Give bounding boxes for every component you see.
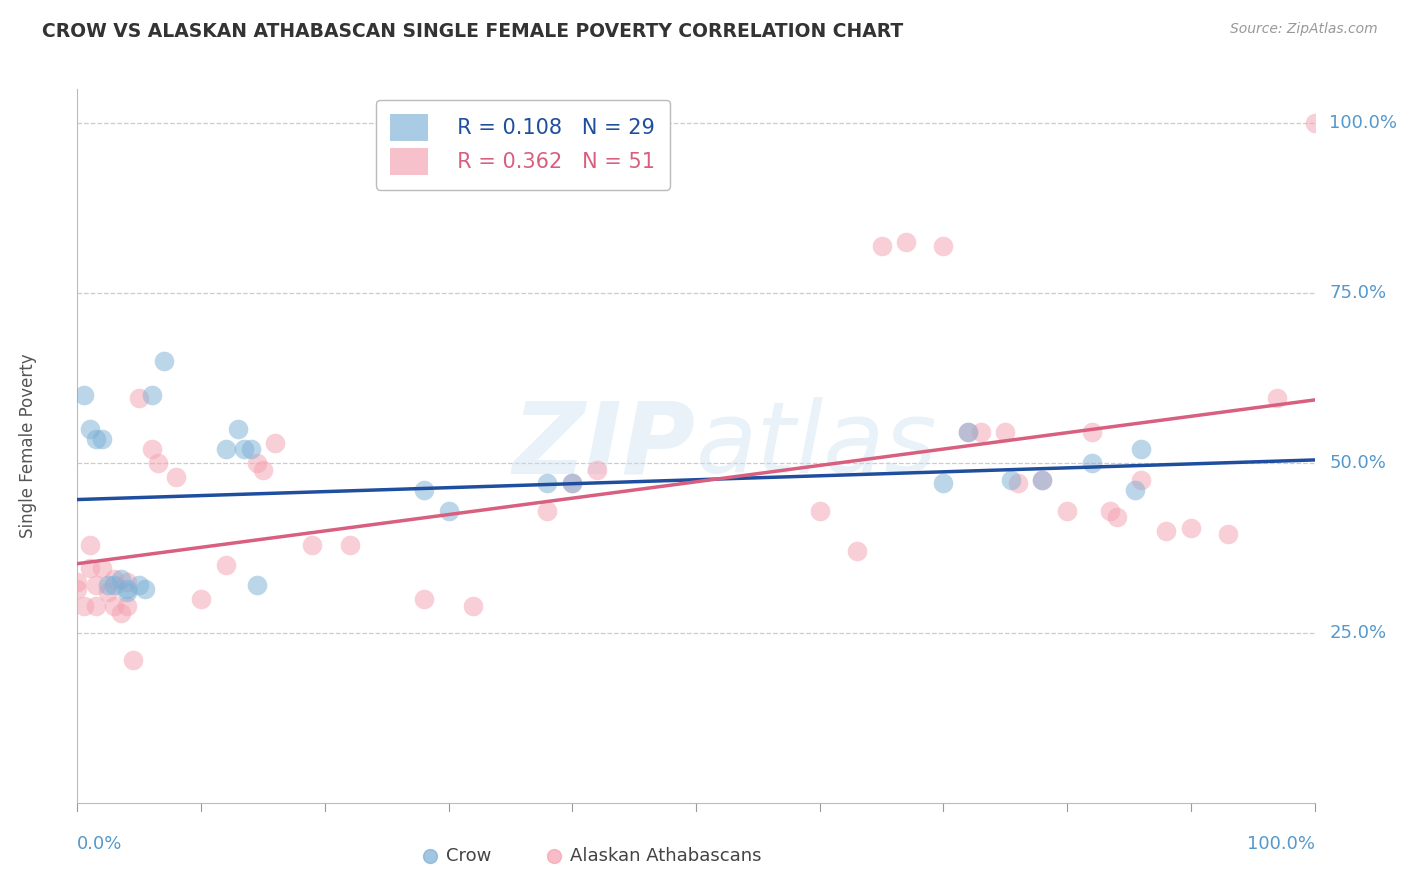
Point [1216, 527, 1239, 541]
Point [141, 442, 163, 457]
Point [1007, 476, 1029, 491]
Point [246, 578, 269, 592]
Point [215, 558, 238, 572]
Point [115, 585, 138, 599]
Point [808, 503, 831, 517]
Point [134, 582, 156, 596]
Point [128, 578, 150, 592]
Point [1000, 473, 1022, 487]
Point [264, 435, 287, 450]
Point [561, 476, 583, 491]
Point [1099, 503, 1122, 517]
Point [536, 476, 558, 491]
Point [115, 599, 138, 613]
Point [1180, 520, 1202, 534]
Text: Crow: Crow [446, 847, 492, 865]
Point [1130, 442, 1153, 457]
Point [110, 606, 132, 620]
Point [1130, 473, 1153, 487]
Legend:   R = 0.108   N = 29,   R = 0.362   N = 51: R = 0.108 N = 29, R = 0.362 N = 51 [375, 100, 669, 190]
Point [103, 599, 125, 613]
Point [1031, 473, 1053, 487]
Point [190, 591, 212, 606]
Point [91, 561, 114, 575]
Text: 0.0%: 0.0% [77, 835, 122, 853]
Point [226, 422, 249, 436]
Point [932, 476, 955, 491]
Point [339, 537, 361, 551]
Point [79, 422, 101, 436]
Point [1081, 456, 1104, 470]
Text: atlas: atlas [696, 398, 938, 494]
Point [84, 432, 107, 446]
Point [463, 599, 485, 613]
Point [1154, 524, 1177, 538]
Point [412, 483, 434, 498]
Point [146, 456, 169, 470]
Point [246, 456, 269, 470]
Point [233, 442, 256, 457]
Text: 50.0%: 50.0% [1330, 454, 1386, 472]
Point [932, 238, 955, 252]
Point [165, 469, 187, 483]
Point [412, 591, 434, 606]
Point [153, 354, 176, 368]
Point [896, 235, 918, 249]
Point [957, 425, 980, 440]
Point [72, 388, 94, 402]
Text: Single Female Poverty: Single Female Poverty [18, 354, 37, 538]
Text: CROW VS ALASKAN ATHABASCAN SINGLE FEMALE POVERTY CORRELATION CHART: CROW VS ALASKAN ATHABASCAN SINGLE FEMALE… [42, 22, 904, 41]
Point [103, 572, 125, 586]
Point [252, 463, 274, 477]
Text: ZIP: ZIP [513, 398, 696, 494]
Point [1081, 425, 1104, 440]
Point [103, 578, 125, 592]
Point [561, 476, 583, 491]
Point [97, 585, 120, 599]
Point [994, 425, 1017, 440]
Point [543, 847, 565, 861]
Point [84, 578, 107, 592]
Point [969, 425, 991, 440]
Point [1031, 473, 1053, 487]
Point [1303, 116, 1326, 130]
Point [536, 503, 558, 517]
Point [66, 574, 89, 589]
Text: 100.0%: 100.0% [1330, 114, 1398, 132]
Point [239, 442, 262, 457]
Text: Alaskan Athabascans: Alaskan Athabascans [569, 847, 761, 865]
Point [419, 847, 441, 861]
Point [66, 582, 89, 596]
Point [845, 544, 868, 558]
Point [1267, 392, 1289, 406]
Point [957, 425, 980, 440]
Text: 100.0%: 100.0% [1247, 835, 1315, 853]
Point [115, 582, 138, 596]
Point [91, 432, 114, 446]
Point [870, 238, 893, 252]
Point [115, 574, 138, 589]
Point [301, 537, 323, 551]
Point [84, 599, 107, 613]
Point [141, 388, 163, 402]
Point [1105, 510, 1128, 524]
Text: 75.0%: 75.0% [1330, 284, 1386, 302]
Point [72, 599, 94, 613]
Point [110, 572, 132, 586]
Point [122, 653, 145, 667]
Point [97, 578, 120, 592]
Point [128, 392, 150, 406]
Text: 25.0%: 25.0% [1330, 624, 1386, 642]
Point [215, 442, 238, 457]
Point [586, 463, 609, 477]
Point [79, 537, 101, 551]
Text: Source: ZipAtlas.com: Source: ZipAtlas.com [1230, 22, 1378, 37]
Point [79, 561, 101, 575]
Point [1123, 483, 1146, 498]
Point [1056, 503, 1078, 517]
Point [437, 503, 460, 517]
